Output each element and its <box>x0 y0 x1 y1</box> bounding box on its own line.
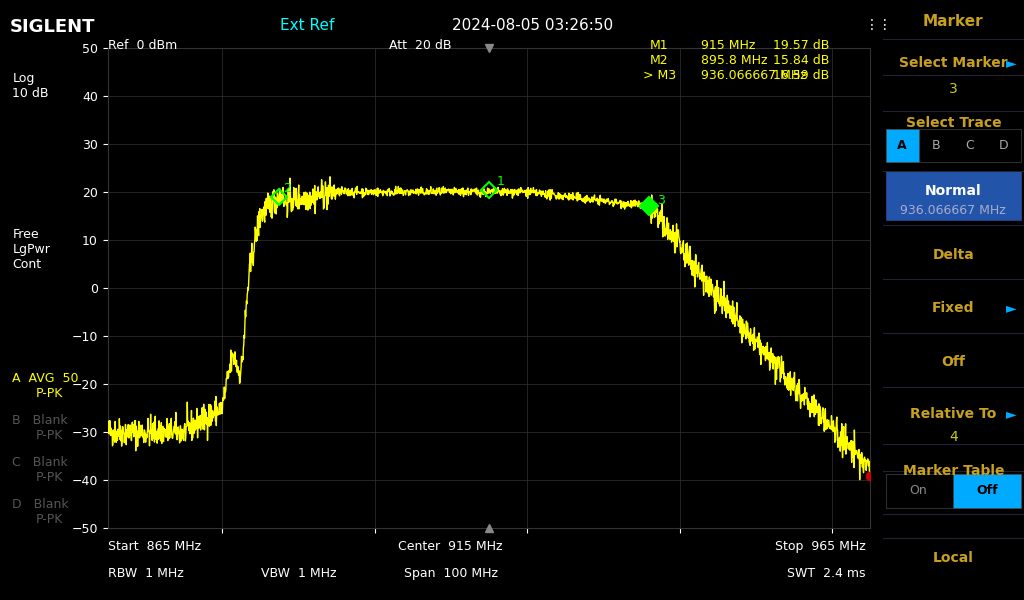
Text: Normal: Normal <box>925 184 982 198</box>
Text: VBW  1 MHz: VBW 1 MHz <box>261 567 337 580</box>
Text: Span  100 MHz: Span 100 MHz <box>403 567 498 580</box>
Text: A  AVG  50: A AVG 50 <box>12 372 79 385</box>
Text: ►: ► <box>1007 56 1017 70</box>
Text: RBW  1 MHz: RBW 1 MHz <box>108 567 183 580</box>
Text: A: A <box>897 139 906 152</box>
Text: Fixed: Fixed <box>932 301 975 315</box>
Text: Select Trace: Select Trace <box>905 116 1001 130</box>
Text: 1: 1 <box>497 175 505 188</box>
Text: C   Blank: C Blank <box>12 456 68 469</box>
Text: P-PK: P-PK <box>36 429 63 442</box>
Text: 10 dB: 10 dB <box>12 87 49 100</box>
Text: D   Blank: D Blank <box>12 498 69 511</box>
Bar <box>886 171 1021 220</box>
Text: Off: Off <box>977 484 998 497</box>
Text: 15.84 dB: 15.84 dB <box>773 54 829 67</box>
Text: Marker Table: Marker Table <box>902 464 1005 478</box>
Text: B   Blank: B Blank <box>12 414 68 427</box>
Text: Relative To: Relative To <box>910 407 996 421</box>
Text: P-PK: P-PK <box>36 387 63 400</box>
Text: C: C <box>966 139 974 152</box>
Text: 2: 2 <box>283 182 291 195</box>
Text: Stop  965 MHz: Stop 965 MHz <box>774 540 865 553</box>
Text: 936.066667 MHz: 936.066667 MHz <box>701 69 807 82</box>
Text: Marker: Marker <box>923 13 984 28</box>
Text: Free: Free <box>12 228 39 241</box>
Text: 3: 3 <box>656 194 665 207</box>
Text: Off: Off <box>941 355 966 369</box>
Text: 895.8 MHz: 895.8 MHz <box>701 54 768 67</box>
Text: 2024-08-05 03:26:50: 2024-08-05 03:26:50 <box>452 18 613 33</box>
Text: Select Marker: Select Marker <box>899 56 1008 70</box>
Text: P-PK: P-PK <box>36 471 63 484</box>
Text: 4: 4 <box>949 430 957 444</box>
Text: Ext Ref: Ext Ref <box>280 18 335 33</box>
Text: ►: ► <box>1007 301 1017 315</box>
Text: Center  915 MHz: Center 915 MHz <box>398 540 503 553</box>
Text: Log: Log <box>12 72 35 85</box>
Bar <box>886 129 1021 162</box>
Text: M1: M1 <box>650 39 669 52</box>
Bar <box>886 474 1021 508</box>
Text: LgPwr: LgPwr <box>12 243 50 256</box>
Text: 3: 3 <box>949 82 957 96</box>
Bar <box>886 129 919 162</box>
Text: SWT  2.4 ms: SWT 2.4 ms <box>786 567 865 580</box>
Text: On: On <box>909 484 927 497</box>
Text: 19.57 dB: 19.57 dB <box>773 39 829 52</box>
Text: Cont: Cont <box>12 258 41 271</box>
Text: 16.59 dB: 16.59 dB <box>773 69 829 82</box>
Bar <box>953 474 1021 508</box>
Text: ⋮⋮: ⋮⋮ <box>865 18 893 32</box>
Text: M2: M2 <box>650 54 669 67</box>
Text: 915 MHz: 915 MHz <box>701 39 756 52</box>
Text: Ref  0 dBm: Ref 0 dBm <box>108 39 177 52</box>
Text: Local: Local <box>933 551 974 565</box>
Text: > M3: > M3 <box>643 69 676 82</box>
Text: 936.066667 MHz: 936.066667 MHz <box>900 203 1007 217</box>
Text: D: D <box>998 139 1009 152</box>
Text: ►: ► <box>1007 407 1017 421</box>
Text: Att  20 dB: Att 20 dB <box>389 39 452 52</box>
Text: Delta: Delta <box>933 248 974 262</box>
Text: P-PK: P-PK <box>36 513 63 526</box>
Text: SIGLENT: SIGLENT <box>10 18 95 36</box>
Text: Start  865 MHz: Start 865 MHz <box>108 540 201 553</box>
Text: B: B <box>932 139 940 152</box>
